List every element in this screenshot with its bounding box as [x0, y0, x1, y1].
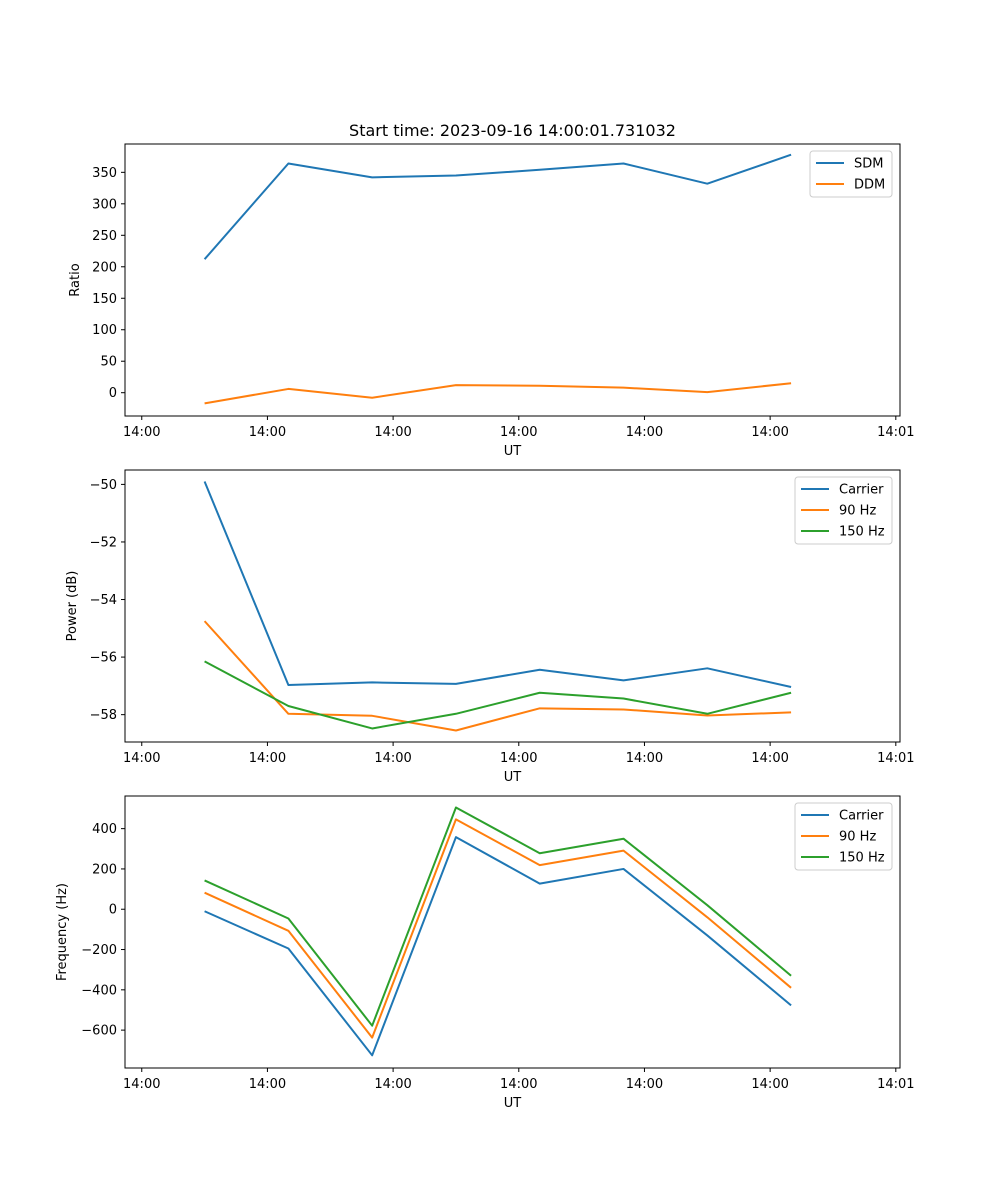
y-axis-label: Ratio — [68, 263, 83, 296]
subplot-1: Start time: 2023-09-16 14:00:01.731032 14… — [68, 121, 915, 459]
y-tick-label: −54 — [90, 593, 117, 608]
x-tick-label: 14:00 — [751, 751, 788, 766]
x-axis-label: UT — [504, 444, 522, 459]
series-line-carrier — [204, 836, 792, 1057]
x-tick-label: 14:00 — [123, 425, 160, 440]
x-tick-label: 14:00 — [500, 425, 537, 440]
y-axis-label: Power (dB) — [65, 571, 80, 642]
legend-label: DDM — [854, 178, 885, 193]
y-tick-label: −50 — [90, 478, 117, 493]
x-tick-label: 14:00 — [374, 1077, 411, 1092]
y-tick-label: 200 — [92, 260, 117, 275]
x-tick-label: 14:00 — [500, 751, 537, 766]
x-tick-label: 14:00 — [249, 1077, 286, 1092]
y-tick-label: 100 — [92, 323, 117, 338]
legend-label: Carrier — [839, 809, 884, 824]
x-tick-label: 14:01 — [877, 751, 914, 766]
legend-label: SDM — [854, 157, 883, 172]
x-tick-label: 14:01 — [877, 1077, 914, 1092]
axes-frame — [124, 795, 901, 1069]
x-axis-label: UT — [504, 1096, 522, 1111]
legend-frame — [794, 476, 893, 545]
y-tick-label: 0 — [109, 386, 117, 401]
series-line-carrier — [203, 481, 792, 688]
x-axis-label: UT — [504, 770, 522, 785]
y-tick-label: −56 — [90, 651, 117, 666]
y-tick-label: −400 — [81, 983, 117, 998]
x-tick-label: 14:00 — [626, 751, 663, 766]
y-tick-label: 200 — [92, 862, 117, 877]
x-tick-label: 14:00 — [374, 751, 411, 766]
legend-label: 150 Hz — [839, 851, 885, 866]
y-tick-label: 350 — [92, 166, 117, 181]
legend-frame — [794, 802, 893, 871]
y-tick-label: −600 — [81, 1024, 117, 1039]
x-tick-label: 14:00 — [751, 425, 788, 440]
subplot-2: 14:00 14:00 14:00 14:00 14:00 14:00 14:01 −58 −5… — [65, 469, 915, 785]
y-tick-label: 400 — [92, 822, 117, 837]
y-tick-label: 0 — [109, 903, 117, 918]
legend-label: 150 Hz — [839, 525, 885, 540]
x-tick-label: 14:00 — [123, 751, 160, 766]
series-line-ddm — [204, 382, 792, 405]
x-tick-label: 14:00 — [249, 751, 286, 766]
y-tick-label: 250 — [92, 229, 117, 244]
legend-label: 90 Hz — [839, 504, 876, 519]
legend: Carrier 90 Hz 150 Hz — [794, 802, 893, 871]
chart-title: Start time: 2023-09-16 14:00:01.731032 — [349, 121, 676, 140]
y-tick-label: −58 — [90, 708, 117, 723]
series-line-90-hz — [203, 620, 792, 732]
y-axis-label: Frequency (Hz) — [55, 883, 70, 981]
series-line-sdm — [203, 153, 792, 260]
legend: Carrier 90 Hz 150 Hz — [794, 476, 893, 545]
series-line-90-hz — [204, 818, 792, 1039]
y-tick-label: −52 — [90, 535, 117, 550]
x-tick-label: 14:00 — [500, 1077, 537, 1092]
x-tick-label: 14:00 — [123, 1077, 160, 1092]
axes-frame — [124, 143, 901, 417]
x-tick-label: 14:01 — [877, 425, 914, 440]
legend: SDM DDM — [809, 150, 893, 198]
x-tick-label: 14:00 — [626, 425, 663, 440]
series-line-150-hz — [204, 660, 792, 730]
x-tick-label: 14:00 — [249, 425, 286, 440]
axes-frame — [124, 469, 901, 743]
y-tick-label: 50 — [100, 355, 117, 370]
subplot-3: 14:00 14:00 14:00 14:00 14:00 14:00 14:01 −600 −… — [55, 795, 915, 1111]
legend-label: Carrier — [839, 483, 884, 498]
y-tick-label: 300 — [92, 197, 117, 212]
x-tick-label: 14:00 — [626, 1077, 663, 1092]
series-line-150-hz — [204, 806, 792, 1027]
x-tick-label: 14:00 — [751, 1077, 788, 1092]
legend-label: 90 Hz — [839, 830, 876, 845]
x-tick-label: 14:00 — [374, 425, 411, 440]
y-tick-label: −200 — [81, 943, 117, 958]
y-tick-label: 150 — [92, 292, 117, 307]
